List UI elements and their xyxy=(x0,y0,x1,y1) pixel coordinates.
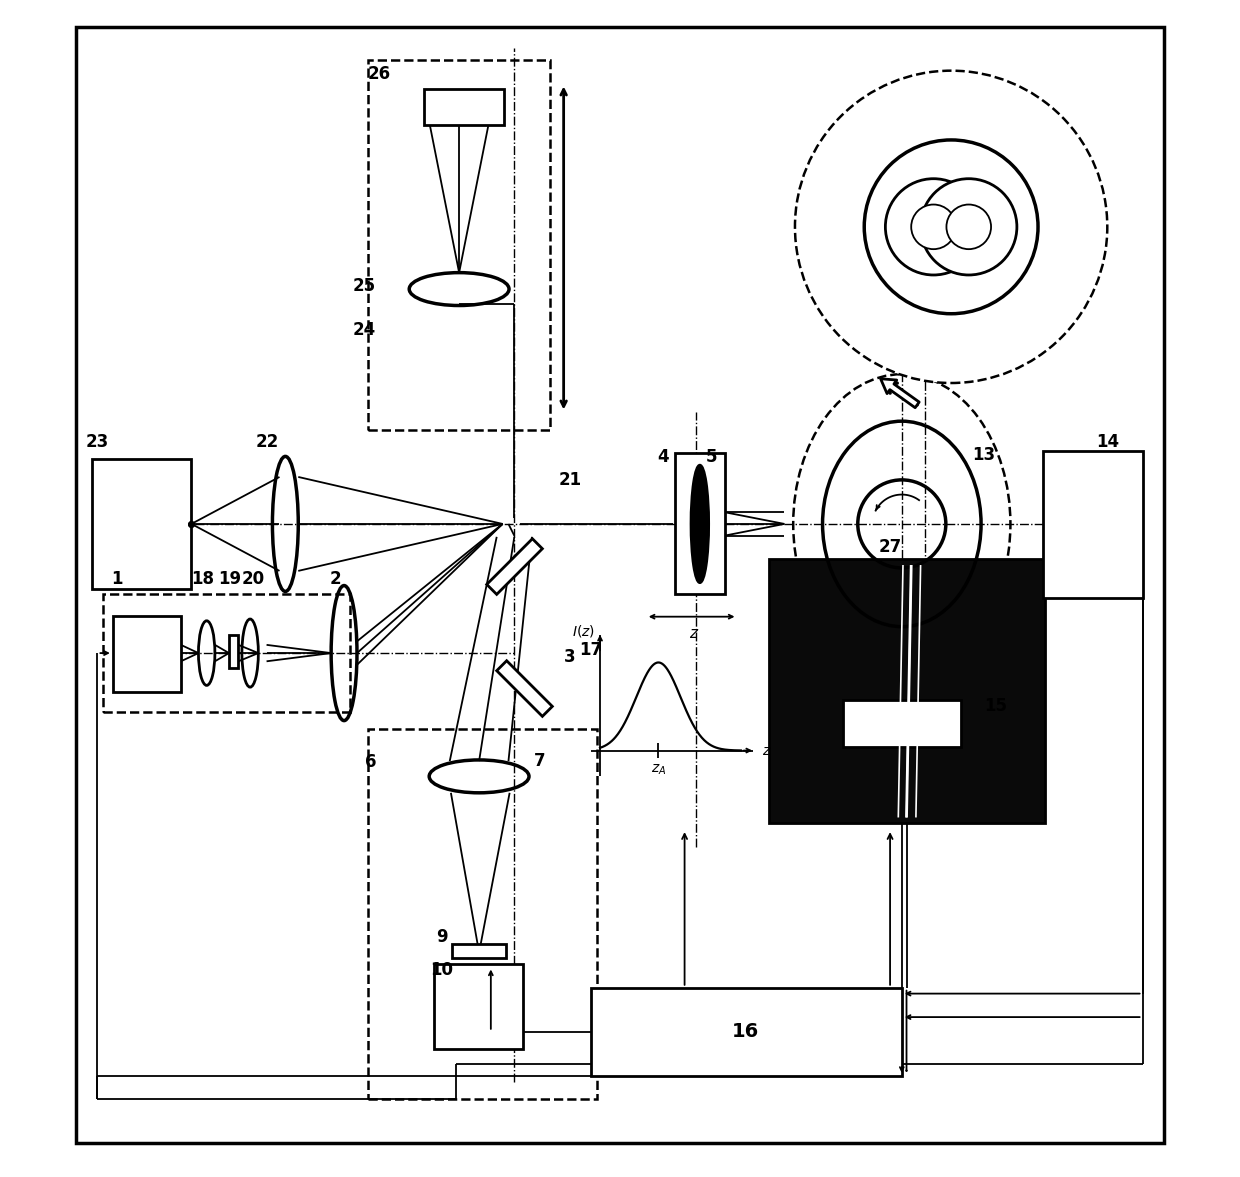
Text: $z$: $z$ xyxy=(763,744,771,758)
Text: 7: 7 xyxy=(534,752,546,770)
Text: 19: 19 xyxy=(218,570,242,588)
Text: 16: 16 xyxy=(732,1023,759,1042)
Ellipse shape xyxy=(691,465,708,583)
Bar xyxy=(843,700,961,747)
Bar xyxy=(434,964,522,1049)
Ellipse shape xyxy=(885,179,982,275)
Bar xyxy=(453,944,506,958)
Text: 2: 2 xyxy=(330,570,342,588)
Ellipse shape xyxy=(920,179,1017,275)
Text: 20: 20 xyxy=(242,570,265,588)
Text: 23: 23 xyxy=(86,433,109,451)
Text: 14: 14 xyxy=(1096,433,1118,451)
Text: 25: 25 xyxy=(352,277,376,294)
Bar xyxy=(92,459,191,588)
Bar xyxy=(487,539,542,594)
Bar xyxy=(113,616,181,692)
Text: 4: 4 xyxy=(657,448,670,466)
Bar xyxy=(424,89,503,125)
Text: 13: 13 xyxy=(972,446,996,464)
Bar xyxy=(769,559,1045,824)
Text: 24: 24 xyxy=(352,321,376,339)
Bar xyxy=(497,660,552,717)
Text: 22: 22 xyxy=(257,433,279,451)
Bar xyxy=(367,60,549,430)
Text: 17: 17 xyxy=(579,640,603,659)
Text: z: z xyxy=(688,626,697,640)
Ellipse shape xyxy=(911,205,956,250)
Bar xyxy=(1043,451,1142,598)
Text: 9: 9 xyxy=(435,929,448,946)
Bar xyxy=(367,730,596,1099)
Ellipse shape xyxy=(864,140,1038,314)
Text: 1: 1 xyxy=(112,570,123,588)
Text: 18: 18 xyxy=(192,570,215,588)
Text: 15: 15 xyxy=(985,697,1007,714)
Bar xyxy=(229,636,238,669)
Text: $z_A$: $z_A$ xyxy=(651,763,666,777)
Text: 6: 6 xyxy=(366,753,377,771)
Text: 21: 21 xyxy=(559,472,583,490)
Text: 10: 10 xyxy=(430,962,453,979)
Text: 26: 26 xyxy=(368,65,391,84)
Circle shape xyxy=(795,71,1107,383)
Text: 5: 5 xyxy=(706,448,717,466)
Bar xyxy=(103,594,350,712)
Bar xyxy=(590,988,901,1076)
Text: $I(z)$: $I(z)$ xyxy=(573,623,595,639)
Text: 27: 27 xyxy=(878,538,901,557)
Ellipse shape xyxy=(946,205,991,250)
FancyArrowPatch shape xyxy=(880,379,919,407)
Text: 3: 3 xyxy=(564,647,575,666)
Bar xyxy=(676,453,724,594)
